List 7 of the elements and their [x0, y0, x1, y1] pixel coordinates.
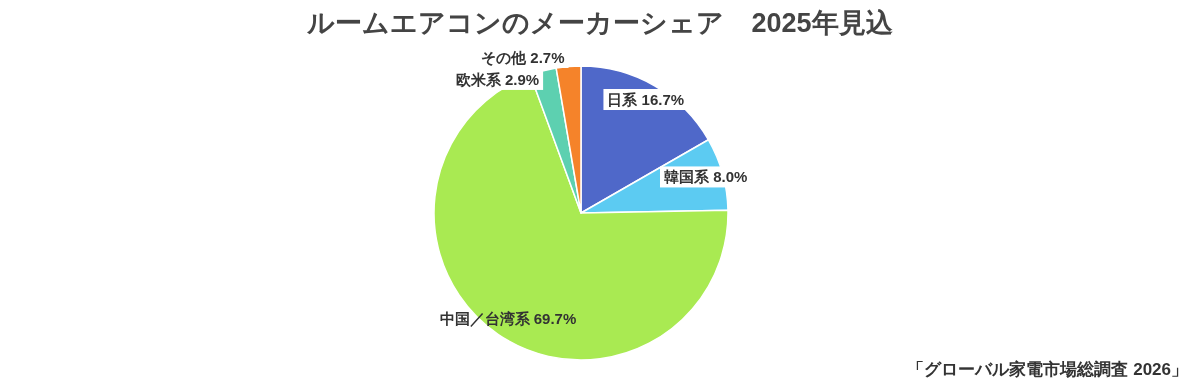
- chart-title: ルームエアコンのメーカーシェア 2025年見込: [306, 8, 893, 38]
- slice-label: その他 2.7%: [481, 48, 565, 66]
- slice-label: 韓国系 8.0%: [663, 168, 748, 186]
- slice-label: 欧米系 2.9%: [455, 70, 540, 88]
- slice-label: 中国／台湾系 69.7%: [439, 309, 577, 327]
- text: 「グローバル家電市場総調査 2026」: [907, 360, 1188, 379]
- slice-label: 日系 16.7%: [607, 91, 685, 109]
